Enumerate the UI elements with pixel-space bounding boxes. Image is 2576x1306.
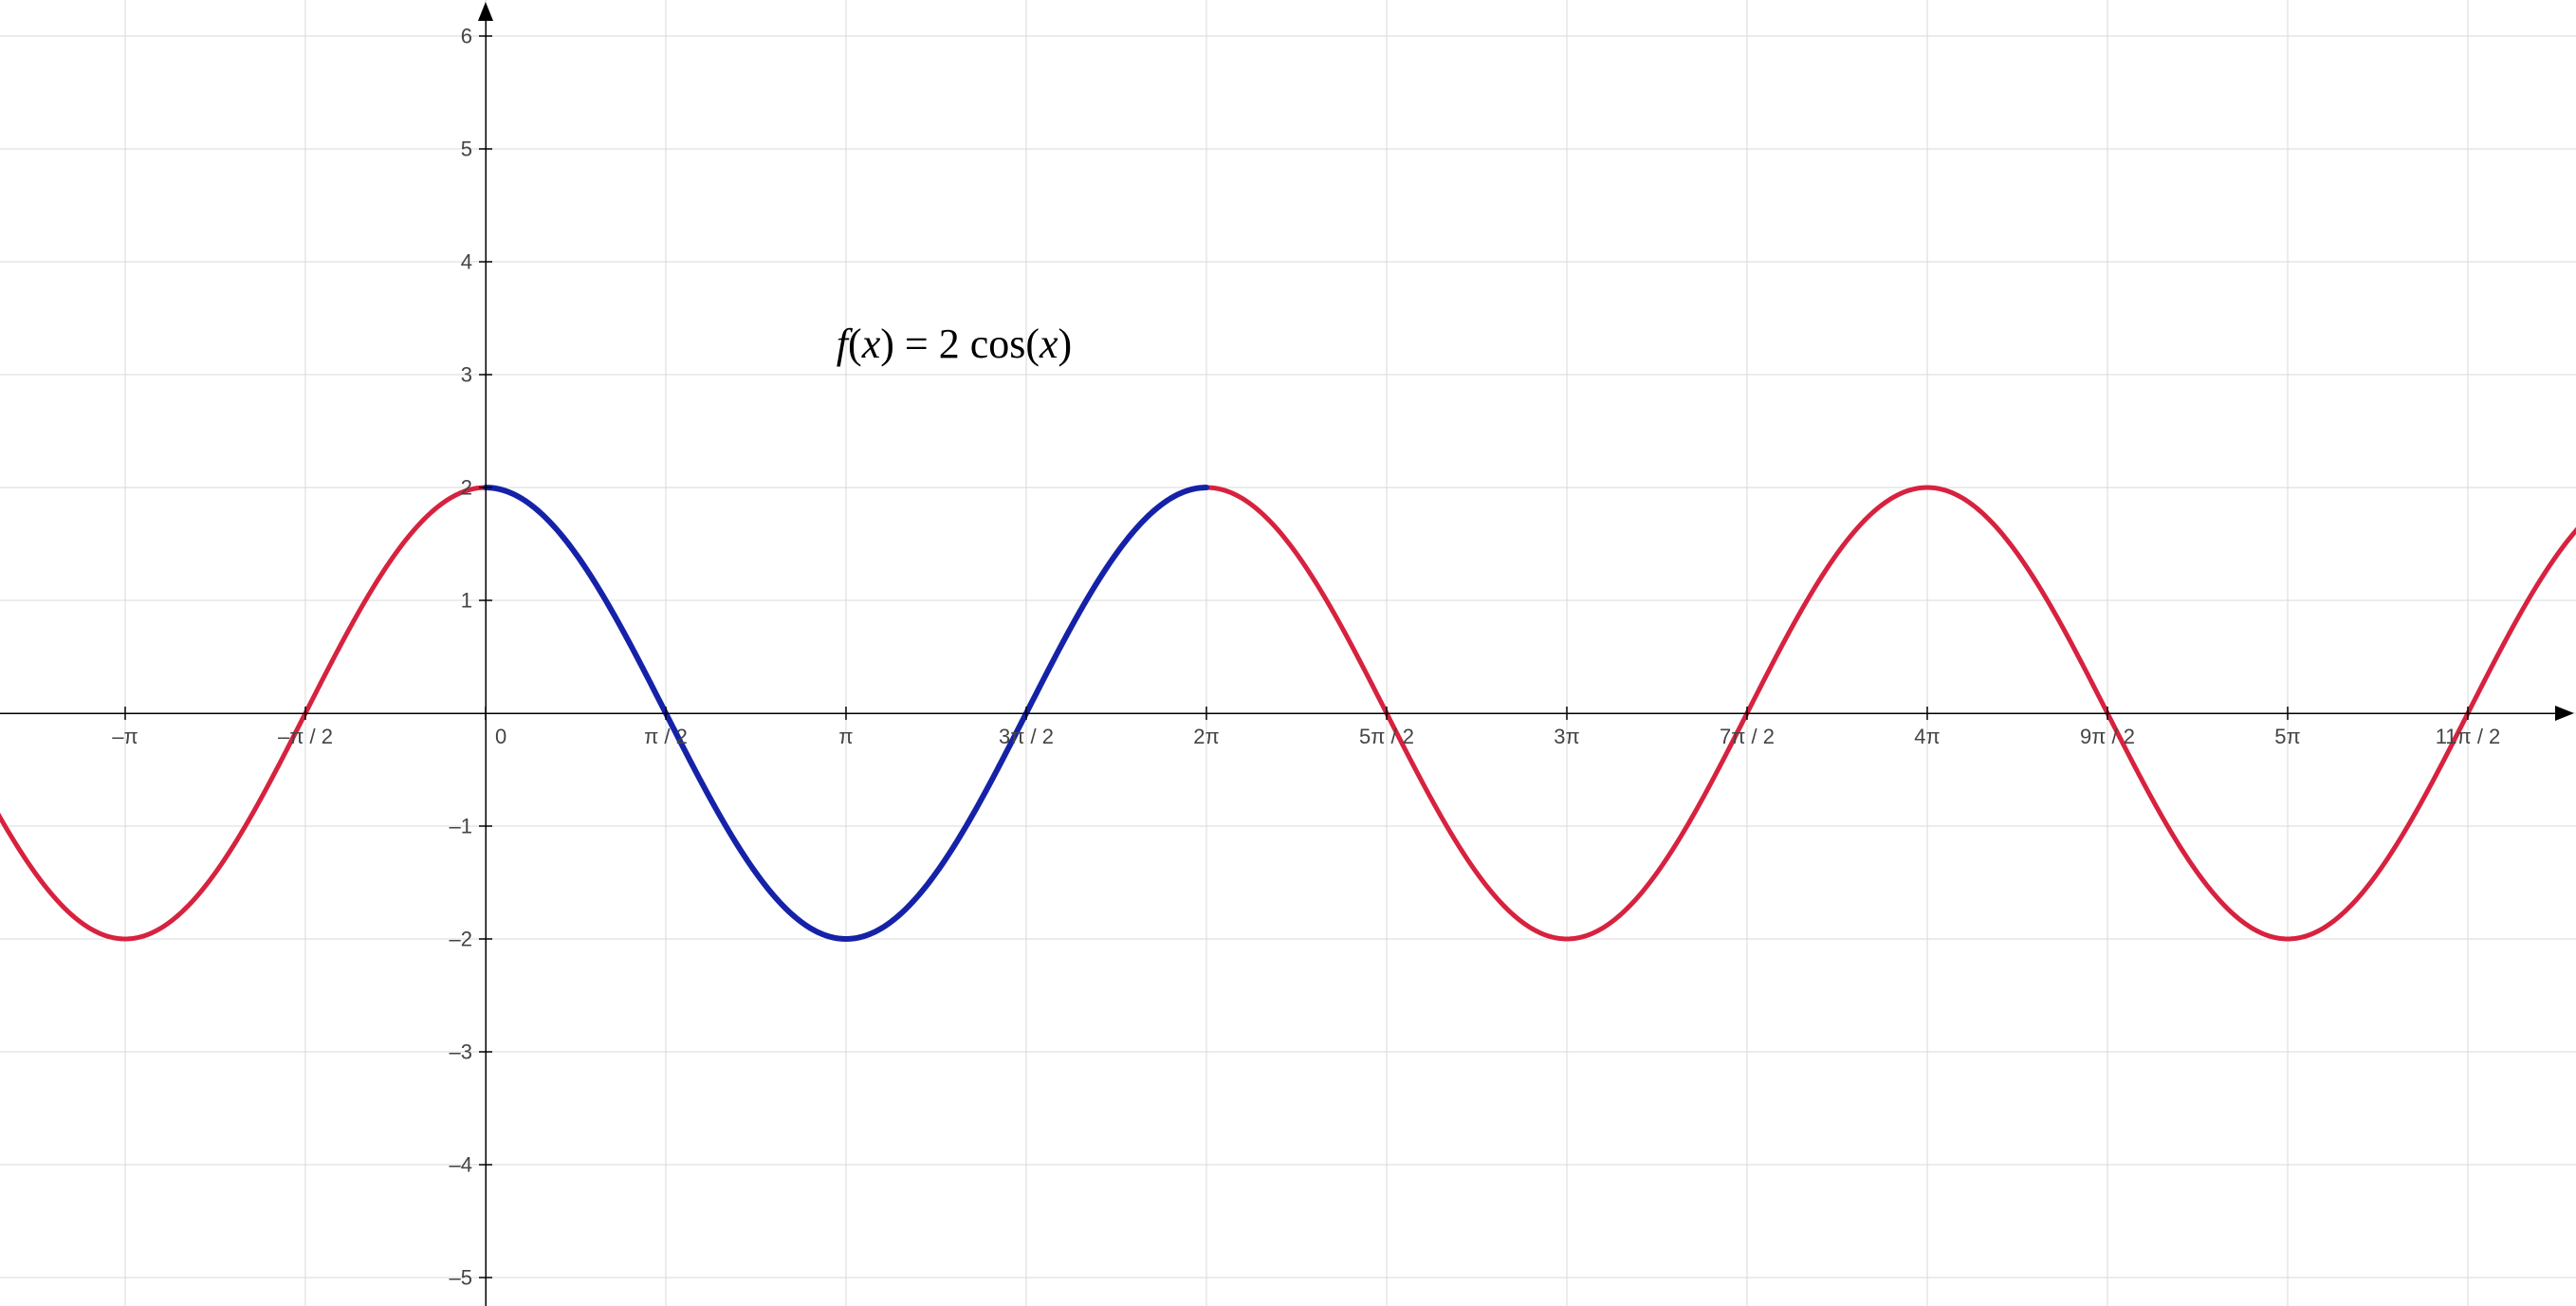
x-tick-label: 4π	[1914, 725, 1940, 748]
cosine-chart[interactable]: –π –π / 2 0 π / 2 π 3π / 2 2π 5π / 2 3π 7π / 2 4π 9…	[0, 0, 2576, 1306]
formula-label: f(x) = 2 cos(x)	[837, 321, 1072, 367]
x-tick-label: π / 2	[644, 725, 688, 748]
x-tick-label: 5π / 2	[1359, 725, 1414, 748]
y-tick-label: –4	[450, 1153, 472, 1177]
y-tick-label: 6	[461, 25, 472, 48]
y-tick-label: 4	[461, 250, 472, 274]
chart-container: –π –π / 2 0 π / 2 π 3π / 2 2π 5π / 2 3π 7π / 2 4π 9…	[0, 0, 2576, 1306]
y-tick-label: 1	[461, 589, 472, 613]
x-tick-label: –π / 2	[278, 725, 333, 748]
y-tick-label: 3	[461, 363, 472, 387]
x-tick-label: 3π / 2	[999, 725, 1054, 748]
x-tick-label: 2π	[1193, 725, 1219, 748]
y-tick-label: –1	[450, 815, 472, 838]
x-tick-label: 0	[495, 725, 506, 748]
y-tick-label: –3	[450, 1040, 472, 1064]
x-tick-label: 9π / 2	[2080, 725, 2135, 748]
y-tick-label: –2	[450, 928, 472, 951]
y-tick-label: 5	[461, 138, 472, 161]
x-tick-label: 3π	[1554, 725, 1579, 748]
y-tick-label: –5	[450, 1266, 472, 1290]
x-tick-label: π	[838, 725, 853, 748]
y-tick-label: 2	[461, 476, 472, 500]
x-tick-label: 7π / 2	[1720, 725, 1775, 748]
x-tick-label: –π	[112, 725, 138, 748]
x-tick-label: 5π	[2274, 725, 2300, 748]
x-tick-label: 11π / 2	[2436, 725, 2501, 748]
